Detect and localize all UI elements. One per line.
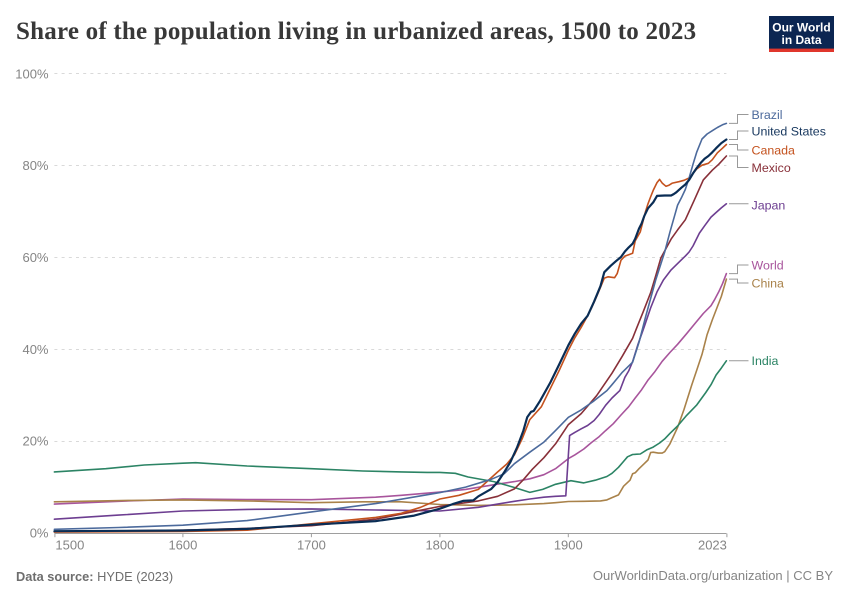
svg-text:1600: 1600: [168, 538, 197, 553]
svg-text:Our World: Our World: [772, 21, 830, 35]
svg-text:World: World: [752, 258, 784, 272]
svg-text:2023: 2023: [698, 538, 727, 553]
svg-text:Canada: Canada: [752, 143, 796, 157]
svg-text:Data source: HYDE (2023): Data source: HYDE (2023): [16, 569, 173, 584]
svg-text:Brazil: Brazil: [752, 108, 783, 122]
svg-text:in Data: in Data: [781, 33, 821, 47]
svg-text:1500: 1500: [55, 538, 84, 553]
svg-text:80%: 80%: [22, 158, 48, 173]
svg-text:100%: 100%: [15, 66, 49, 81]
svg-text:1900: 1900: [554, 538, 583, 553]
svg-text:40%: 40%: [22, 342, 48, 357]
svg-text:0%: 0%: [30, 526, 49, 541]
svg-text:China: China: [752, 276, 784, 290]
svg-text:United States: United States: [752, 124, 826, 138]
svg-text:Japan: Japan: [752, 198, 786, 212]
svg-text:Mexico: Mexico: [752, 161, 791, 175]
svg-text:Share of the population living: Share of the population living in urbani…: [16, 18, 696, 45]
svg-text:60%: 60%: [22, 250, 48, 265]
svg-text:20%: 20%: [22, 434, 48, 449]
svg-text:1800: 1800: [425, 538, 454, 553]
svg-text:India: India: [752, 354, 779, 368]
svg-text:OurWorldinData.org/urbanizatio: OurWorldinData.org/urbanization | CC BY: [593, 568, 833, 583]
svg-text:1700: 1700: [297, 538, 326, 553]
